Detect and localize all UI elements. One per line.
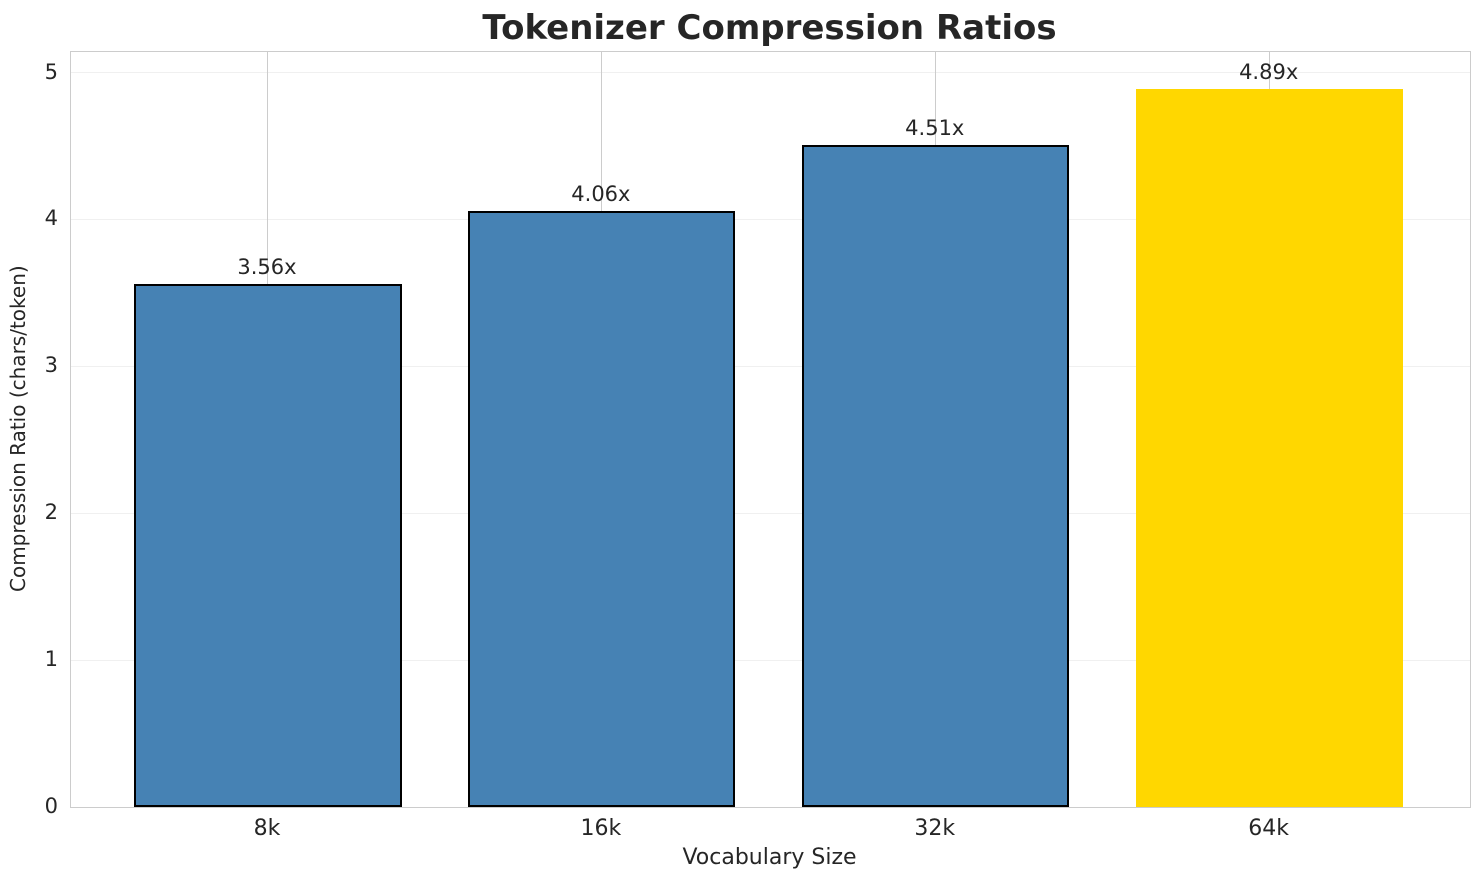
bar [1136,88,1404,807]
y-axis-label: Compression Ratio (chars/token) [6,265,30,592]
y-tick-label: 4 [44,206,58,231]
bar [134,284,402,807]
gridline-horizontal [71,72,1470,74]
y-tick-label: 1 [44,647,58,672]
x-tick-label: 64k [1248,816,1290,841]
plot-area [70,51,1471,808]
chart-title: Tokenizer Compression Ratios [482,8,1057,48]
bar-value-label: 4.06x [571,181,631,206]
gridline-horizontal [71,659,1470,661]
x-tick-label: 32k [914,816,956,841]
gridline-horizontal [71,512,1470,514]
x-axis-label: Vocabulary Size [682,845,857,870]
y-tick-label: 3 [44,353,58,378]
bar [468,210,736,807]
x-tick-label: 16k [580,816,622,841]
y-tick-label: 2 [44,500,58,525]
y-tick-label: 5 [44,59,58,84]
bar-value-label: 4.51x [905,115,965,140]
bar [802,144,1070,807]
x-tick-label: 8k [253,816,281,841]
bar-value-label: 4.89x [1239,59,1299,84]
bar-value-label: 3.56x [237,255,297,280]
gridline-horizontal [71,218,1470,220]
gridline-horizontal [71,365,1470,367]
y-tick-label: 0 [44,794,58,818]
